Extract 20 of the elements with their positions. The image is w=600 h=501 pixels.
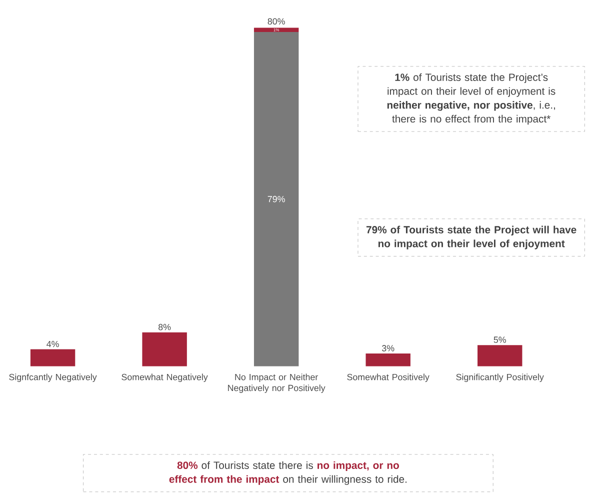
x-tick-label: Signfcantly Negatively — [9, 374, 97, 382]
data-label: 4% — [46, 340, 59, 348]
x-tick-label: Somewhat Negatively — [122, 374, 208, 382]
data-label: 5% — [494, 336, 506, 343]
annotation: 79% of Tourists state the Project will have no impact on their level of enjoyment — [366, 226, 576, 250]
bar — [366, 354, 410, 366]
text: 80% of Tourists state there is no impact, or no effect from the impact on their willingness to ride. — [169, 461, 406, 485]
data-label: 3% — [382, 345, 394, 352]
bar — [30, 349, 76, 366]
x-tick-label: Somewhat Positively — [347, 374, 430, 382]
data-label: 79% — [268, 196, 285, 202]
x-tick-label: Significantly Positively — [456, 374, 544, 382]
bar — [254, 28, 299, 32]
total-label: 80% — [268, 18, 285, 25]
bar — [142, 332, 187, 366]
x-tick-label: No Impact or Neither Negatively nor Positively — [228, 374, 326, 393]
bar — [478, 345, 522, 366]
annotation: 1% of Tourists state the Project’s impact on their level of enjoyment is neither negative, nor positive, i.e., there is no effect from the impact* — [387, 73, 556, 125]
data-label: 8% — [158, 324, 171, 330]
bar — [254, 32, 299, 366]
